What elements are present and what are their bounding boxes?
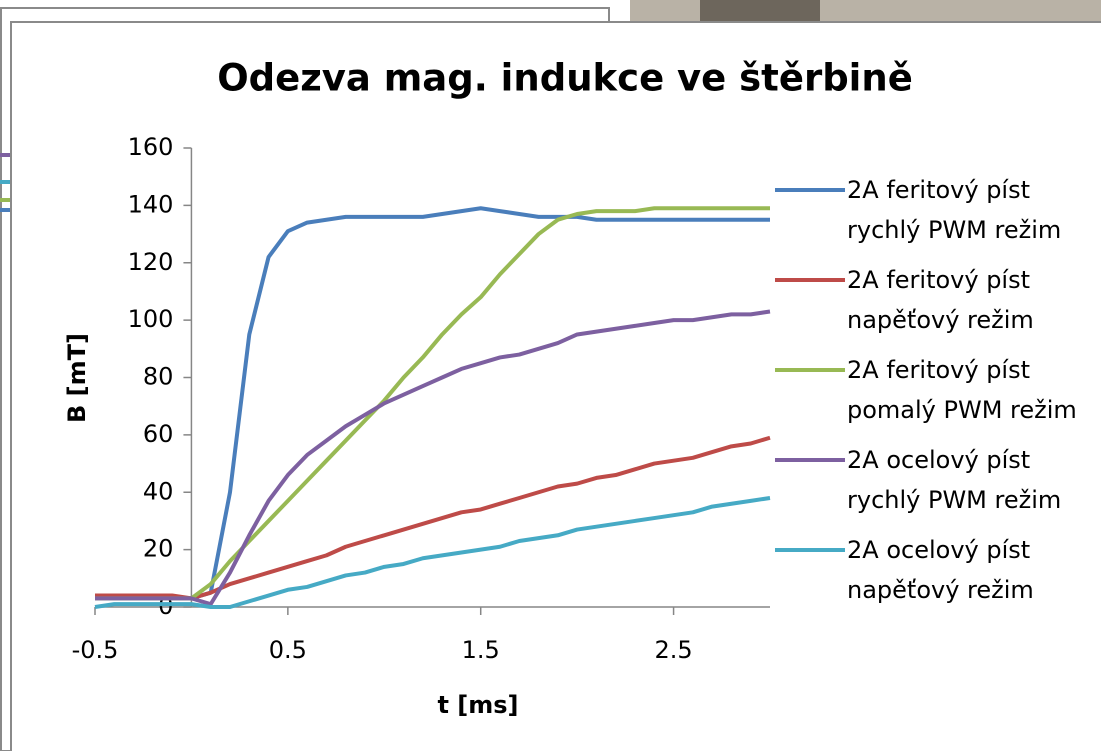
background-photo-shadow (700, 0, 820, 22)
legend-entry: 2A ocelový píst rychlý PWM režim (847, 446, 1062, 514)
x-tick-label: 0.5 (269, 636, 307, 664)
y-tick-label: 60 (143, 420, 174, 448)
y-tick-label: 40 (143, 477, 174, 505)
x-axis-label: t [ms] (437, 691, 518, 719)
y-tick-label: 120 (128, 248, 174, 276)
x-tick-label: -0.5 (72, 636, 119, 664)
x-tick-label: 2.5 (654, 636, 692, 664)
x-tick-label: 1.5 (462, 636, 500, 664)
legend-entry: 2A feritový píst pomalý PWM režim (847, 356, 1077, 424)
y-tick-label: 100 (128, 305, 174, 333)
legend-entry: 2A feritový píst napěťový režim (847, 266, 1034, 334)
y-tick-label: 160 (128, 133, 174, 161)
y-tick-label: 140 (128, 190, 174, 218)
y-axis-label: B [mT] (63, 333, 91, 423)
series-line (95, 206, 770, 601)
series-line (94, 496, 771, 609)
legend-entry: 2A ocelový píst napěťový režim (847, 536, 1034, 604)
series-line (95, 435, 771, 601)
series-line (95, 309, 771, 607)
chart-title: Odezva mag. indukce ve štěrbině (217, 57, 913, 100)
y-tick-label: 20 (143, 535, 174, 563)
y-tick-label: 80 (143, 363, 174, 391)
legend-entry: 2A feritový píst rychlý PWM režim (847, 176, 1062, 244)
chart-window (10, 21, 1101, 751)
